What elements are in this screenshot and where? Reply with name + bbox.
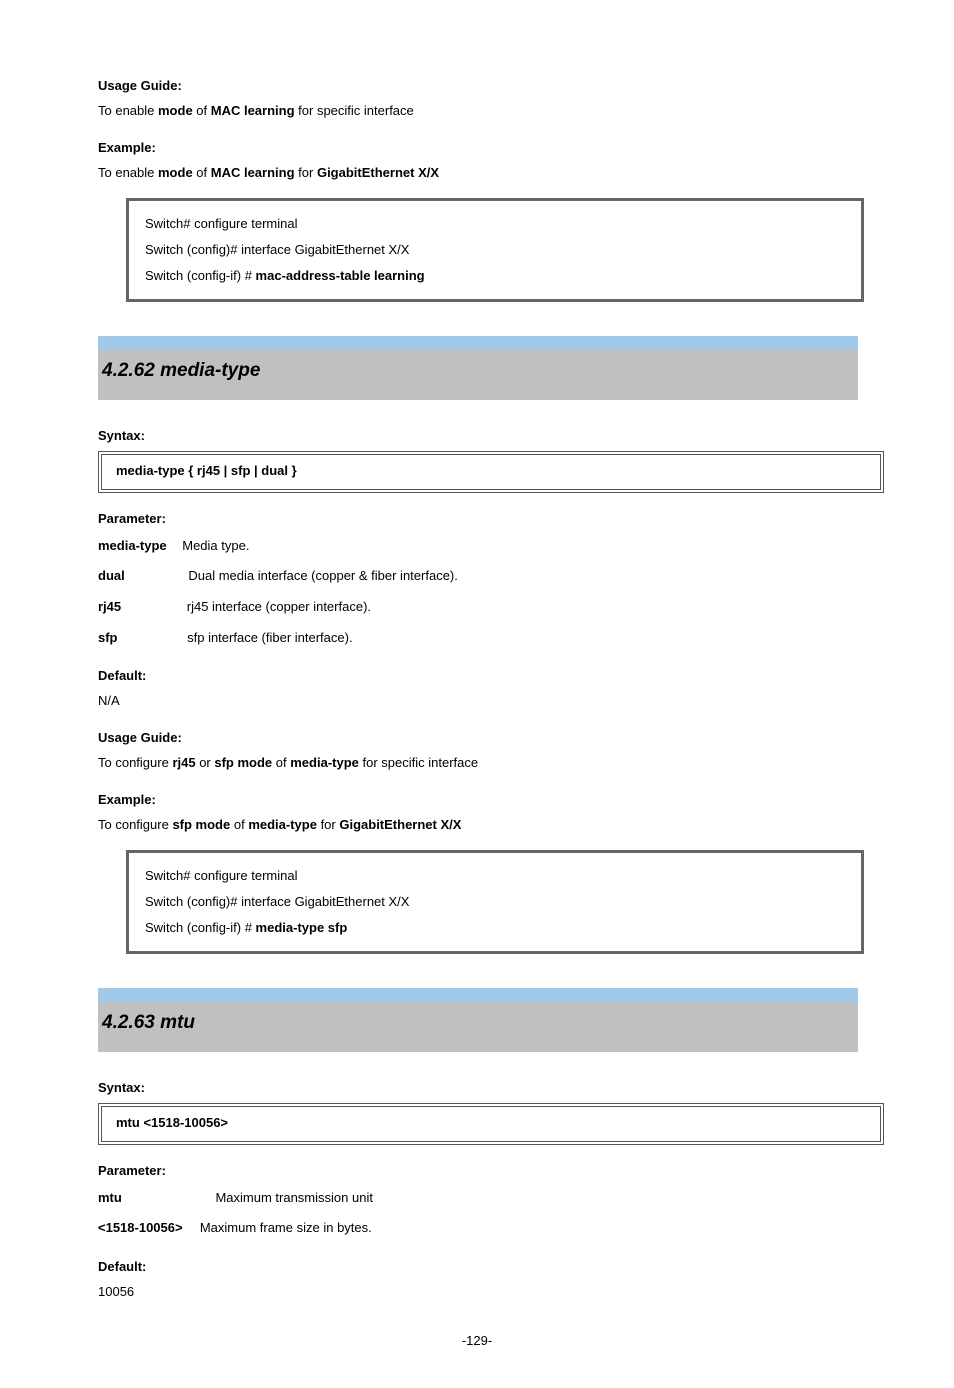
text: for	[295, 165, 317, 180]
syntax-box-media: media-type { rj45 | sfp | dual }	[98, 451, 884, 493]
bold-text: media-type sfp	[256, 920, 348, 935]
param-name: <1518-10056>	[98, 1220, 186, 1235]
cmd-line: Switch (config)# interface GigabitEthern…	[145, 889, 845, 915]
bold-text: mode	[158, 165, 193, 180]
usage-guide-label: Usage Guide:	[98, 78, 856, 93]
param-row: rj45 rj45 interface (copper interface).	[98, 595, 856, 620]
syntax-label: Syntax:	[98, 428, 856, 443]
text: of	[272, 755, 290, 770]
param-desc-text: Media type.	[179, 538, 250, 553]
bold-text: sfp mode	[172, 817, 230, 832]
text: of	[230, 817, 248, 832]
cmd-line: Switch (config-if) # mac-address-table l…	[145, 263, 845, 289]
example-label: Example:	[98, 140, 856, 155]
param-desc-text: sfp interface (fiber interface).	[184, 630, 353, 645]
text: To enable	[98, 165, 158, 180]
default-label-2: Default:	[98, 1259, 856, 1274]
usage-line-1: To enable mode of MAC learning for speci…	[98, 101, 856, 122]
page-number: -129-	[98, 1333, 856, 1348]
param-row: <1518-10056> Maximum frame size in bytes…	[98, 1216, 856, 1241]
parameter-label: Parameter:	[98, 511, 856, 526]
text: or	[196, 755, 215, 770]
bold-text: media-type	[290, 755, 359, 770]
cmd-line: Switch# configure terminal	[145, 211, 845, 237]
bold-text: GigabitEthernet X/X	[339, 817, 461, 832]
bold-text: media-type	[248, 817, 317, 832]
bold-text: mac-address-table learning	[256, 268, 425, 283]
text: To configure	[98, 755, 172, 770]
param-desc-text: Dual media interface (copper & fiber int…	[185, 568, 458, 583]
param-desc-text: Maximum transmission unit	[212, 1190, 373, 1205]
usage-line-2: To configure rj45 or sfp mode of media-t…	[98, 753, 856, 774]
example-label-2: Example:	[98, 792, 856, 807]
param-row: mtu Maximum transmission unit	[98, 1186, 856, 1211]
param-desc-text: rj45 interface (copper interface).	[183, 599, 371, 614]
text: Switch (config-if) #	[145, 920, 256, 935]
command-box-1: Switch# configure terminal Switch (confi…	[126, 198, 864, 302]
syntax-box-mtu: mtu <1518-10056>	[98, 1103, 884, 1145]
cmd-line: Switch# configure terminal	[145, 863, 845, 889]
param-name: dual	[98, 568, 125, 583]
document-page: Usage Guide: To enable mode of MAC learn…	[0, 0, 954, 1388]
param-name: mtu	[98, 1190, 122, 1205]
param-row: dual Dual media interface (copper & fibe…	[98, 564, 856, 589]
cmd-line: Switch (config-if) # media-type sfp	[145, 915, 845, 941]
section-title: 4.2.63 mtu	[98, 1012, 195, 1033]
bold-text: sfp mode	[214, 755, 272, 770]
param-name: sfp	[98, 630, 118, 645]
default-label: Default:	[98, 668, 856, 683]
bold-text: MAC learning	[211, 103, 295, 118]
bold-text: GigabitEthernet X/X	[317, 165, 439, 180]
param-row: media-type Media type.	[98, 534, 856, 559]
bold-text: MAC learning	[211, 165, 295, 180]
example-line-1: To enable mode of MAC learning for Gigab…	[98, 163, 856, 184]
text: Switch (config-if) #	[145, 268, 256, 283]
section-header-mtu: 4.2.63 mtu	[98, 988, 858, 1052]
text: for specific interface	[295, 103, 414, 118]
param-desc-text: Maximum frame size in bytes.	[196, 1220, 372, 1235]
section-title: 4.2.62 media-type	[98, 360, 260, 381]
default-value: N/A	[98, 691, 856, 712]
text: To enable	[98, 103, 158, 118]
text: of	[193, 165, 211, 180]
text: for specific interface	[359, 755, 478, 770]
cmd-line: Switch (config)# interface GigabitEthern…	[145, 237, 845, 263]
default-value-2: 10056	[98, 1282, 856, 1303]
text: for	[317, 817, 339, 832]
syntax-label-2: Syntax:	[98, 1080, 856, 1095]
param-name: media-type	[98, 538, 167, 553]
text: of	[193, 103, 211, 118]
param-name: rj45	[98, 599, 121, 614]
param-row: sfp sfp interface (fiber interface).	[98, 626, 856, 651]
usage-guide-label-2: Usage Guide:	[98, 730, 856, 745]
parameter-label-2: Parameter:	[98, 1163, 856, 1178]
bold-text: rj45	[172, 755, 195, 770]
example-line-2: To configure sfp mode of media-type for …	[98, 815, 856, 836]
text: To configure	[98, 817, 172, 832]
command-box-2: Switch# configure terminal Switch (confi…	[126, 850, 864, 954]
bold-text: mode	[158, 103, 193, 118]
section-header-media: 4.2.62 media-type	[98, 336, 858, 400]
